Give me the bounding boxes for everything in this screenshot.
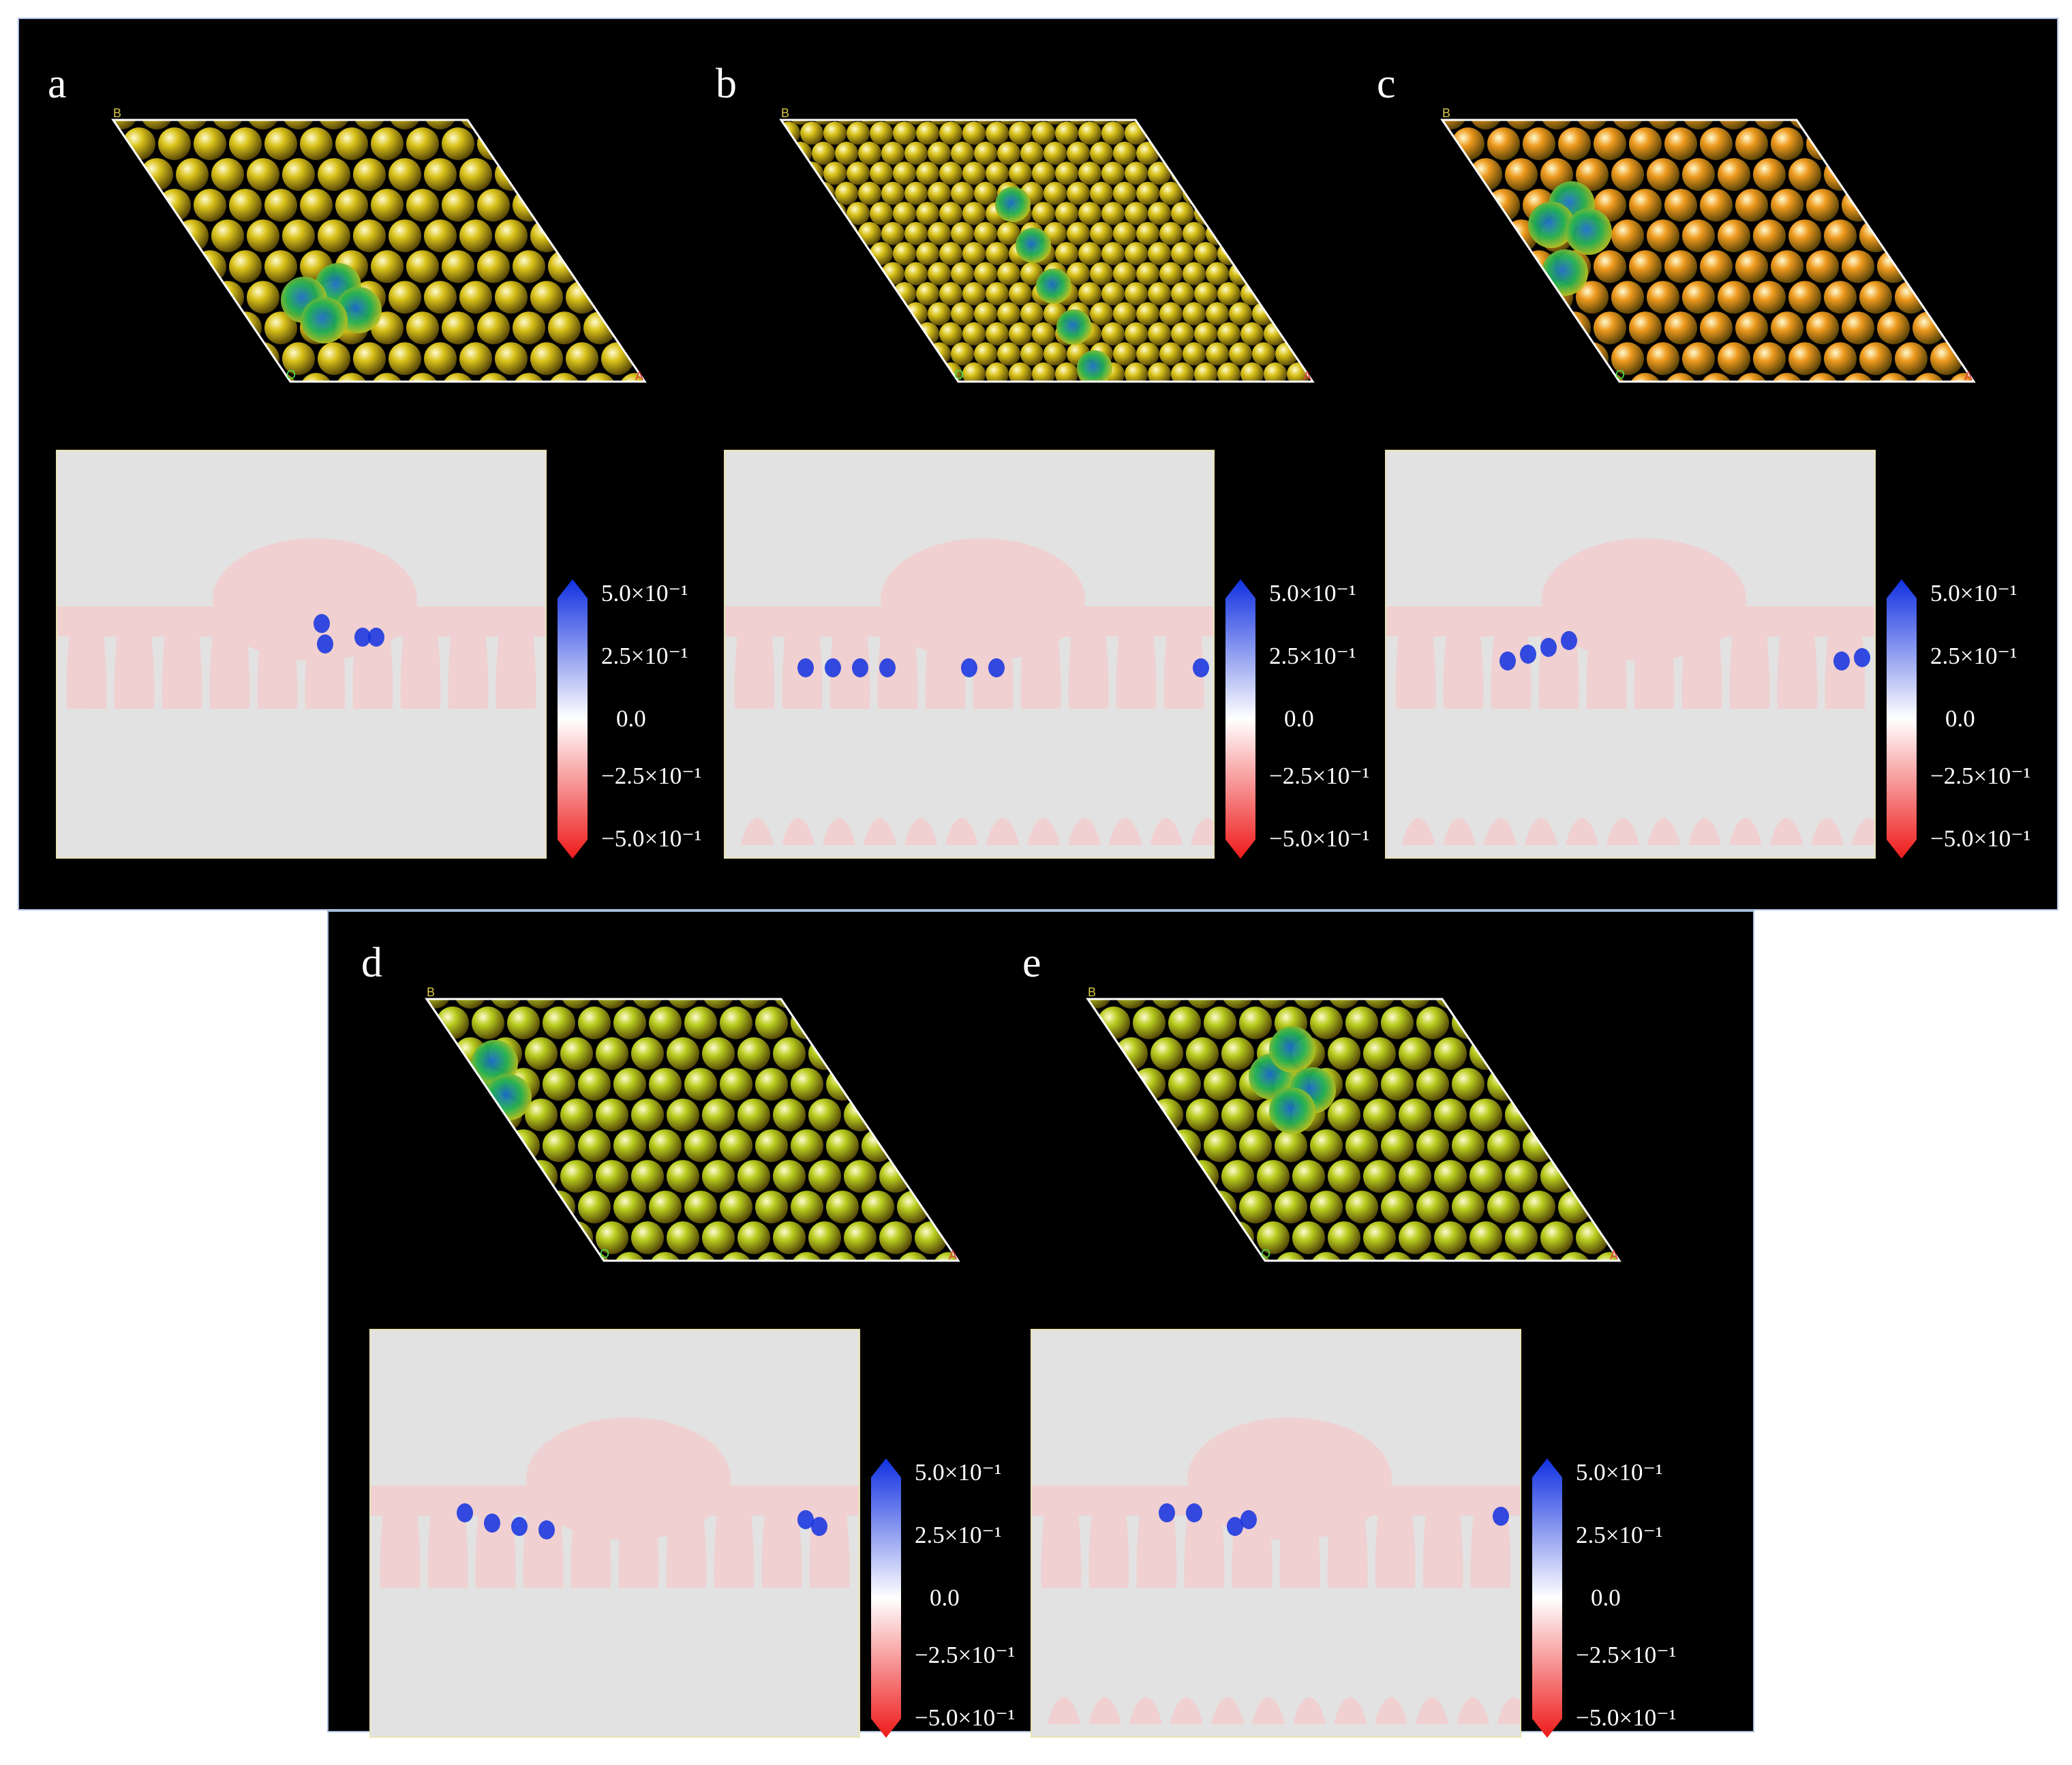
lattice-top-view bbox=[111, 119, 647, 383]
colorbar bbox=[871, 1458, 901, 1738]
colorbar-tick-label: 5.0×10⁻¹ bbox=[1930, 580, 2017, 607]
surface-depletion-region bbox=[1385, 538, 1876, 845]
adsorbed-molecule bbox=[1249, 1026, 1336, 1134]
panel-letter: c bbox=[1377, 61, 1396, 107]
colorbar-tick-label: 5.0×10⁻¹ bbox=[915, 1459, 1002, 1486]
accumulation-spots bbox=[797, 658, 1209, 677]
panel-letter: e bbox=[1022, 940, 1041, 986]
colorbar-tick-label: 5.0×10⁻¹ bbox=[601, 580, 688, 607]
accumulation-spots bbox=[1499, 631, 1870, 671]
colorbar-tick-label: 2.5×10⁻¹ bbox=[915, 1522, 1002, 1548]
vector-label-o: O bbox=[286, 368, 296, 382]
charge-density-map bbox=[724, 450, 1215, 859]
vector-label-b: B bbox=[113, 106, 122, 120]
colorbar-tick-label: −5.0×10⁻¹ bbox=[601, 825, 702, 852]
colorbar-tick-label: 2.5×10⁻¹ bbox=[1269, 643, 1356, 669]
charge-density-map bbox=[56, 450, 547, 859]
colorbar-tick-label: −5.0×10⁻¹ bbox=[1930, 825, 2031, 852]
charge-density-map bbox=[369, 1329, 860, 1738]
colorbar-tick-label: −5.0×10⁻¹ bbox=[1269, 825, 1370, 852]
vector-label-a: A bbox=[1610, 1248, 1619, 1262]
panel-letter: d bbox=[361, 940, 382, 986]
vector-label-a: A bbox=[1303, 369, 1312, 383]
colorbar-tick-label: −2.5×10⁻¹ bbox=[1576, 1642, 1677, 1668]
colorbar bbox=[558, 579, 588, 859]
colorbar-tick-label: 0.0 bbox=[1591, 1584, 1621, 1611]
colorbar-tick-label: 0.0 bbox=[1945, 705, 1975, 732]
lattice-top-view bbox=[1440, 119, 1976, 383]
accumulation-spots bbox=[1159, 1503, 1509, 1536]
colorbar-tick-label: 5.0×10⁻¹ bbox=[1269, 580, 1356, 607]
lattice-top-view bbox=[779, 119, 1315, 383]
panel-c: c B O A 5.0×10⁻¹ 2.5×10⁻¹ 0.0 −2.5×10⁻¹ −5.0×10⁻… bbox=[1347, 0, 2031, 886]
colorbar-tick-label: 2.5×10⁻¹ bbox=[1930, 643, 2017, 669]
atom-layer bbox=[427, 999, 958, 1261]
colorbar bbox=[1532, 1458, 1562, 1738]
panel-letter: a bbox=[48, 61, 67, 107]
vector-label-o: O bbox=[600, 1247, 610, 1261]
atom-layer bbox=[113, 120, 645, 382]
vector-label-b: B bbox=[1088, 985, 1097, 999]
panel-e: e B O A 5.0×10⁻¹ 2.5×10⁻¹ 0.0 −2.5×10⁻¹ −5.0×10⁻… bbox=[992, 879, 1677, 1765]
panel-b: b B O A 5.0×10⁻¹ 2.5×10⁻¹ 0.0 −2.5×10⁻¹ −5.0×10⁻… bbox=[686, 0, 1370, 886]
vector-label-b: B bbox=[781, 106, 790, 120]
colorbar-tick-label: −5.0×10⁻¹ bbox=[915, 1704, 1016, 1731]
colorbar-tick-label: 0.0 bbox=[1284, 705, 1314, 732]
panel-a: a B O A 5.0×10⁻¹ 2.5×10⁻¹ 0.0 −2.5×10⁻¹ −5.0×10⁻… bbox=[18, 0, 702, 886]
colorbar-tick-label: 5.0×10⁻¹ bbox=[1576, 1459, 1663, 1486]
panel-d: d B O A 5.0×10⁻¹ 2.5×10⁻¹ 0.0 −2.5×10⁻¹ −5.0×10⁻… bbox=[331, 879, 1016, 1765]
surface-depletion-region bbox=[1031, 1417, 1521, 1724]
atom-layer bbox=[1442, 120, 1974, 382]
adsorbed-molecule bbox=[281, 263, 382, 343]
accumulation-spots bbox=[314, 614, 384, 654]
accumulation-spots bbox=[457, 1503, 827, 1539]
colorbar-tick-label: 0.0 bbox=[616, 705, 646, 732]
vector-label-b: B bbox=[427, 985, 436, 999]
colorbar-tick-label: 0.0 bbox=[930, 1584, 960, 1611]
charge-density-map bbox=[1031, 1329, 1521, 1738]
vector-label-b: B bbox=[1442, 106, 1451, 120]
colorbar bbox=[1887, 579, 1917, 859]
colorbar-tick-label: −5.0×10⁻¹ bbox=[1576, 1704, 1677, 1731]
vector-label-o: O bbox=[1261, 1247, 1271, 1261]
surface-depletion-region bbox=[56, 538, 547, 709]
colorbar bbox=[1225, 579, 1255, 859]
colorbar-tick-label: −2.5×10⁻¹ bbox=[915, 1642, 1016, 1668]
vector-label-o: O bbox=[1615, 368, 1626, 382]
colorbar-tick-label: −2.5×10⁻¹ bbox=[601, 763, 702, 789]
charge-density-map bbox=[1385, 450, 1876, 859]
colorbar-tick-label: −2.5×10⁻¹ bbox=[1269, 763, 1370, 789]
panel-letter: b bbox=[716, 61, 737, 107]
lattice-top-view bbox=[425, 998, 960, 1262]
atom-layer bbox=[1088, 999, 1619, 1261]
colorbar-tick-label: 2.5×10⁻¹ bbox=[601, 643, 688, 669]
vector-label-a: A bbox=[1964, 369, 1973, 383]
colorbar-tick-label: 2.5×10⁻¹ bbox=[1576, 1522, 1663, 1548]
vector-label-a: A bbox=[635, 369, 644, 383]
colorbar-tick-label: −2.5×10⁻¹ bbox=[1930, 763, 2031, 789]
adsorbed-molecule bbox=[995, 187, 1112, 382]
lattice-top-view bbox=[1086, 998, 1621, 1262]
vector-label-o: O bbox=[954, 368, 964, 382]
vector-label-a: A bbox=[949, 1248, 958, 1262]
